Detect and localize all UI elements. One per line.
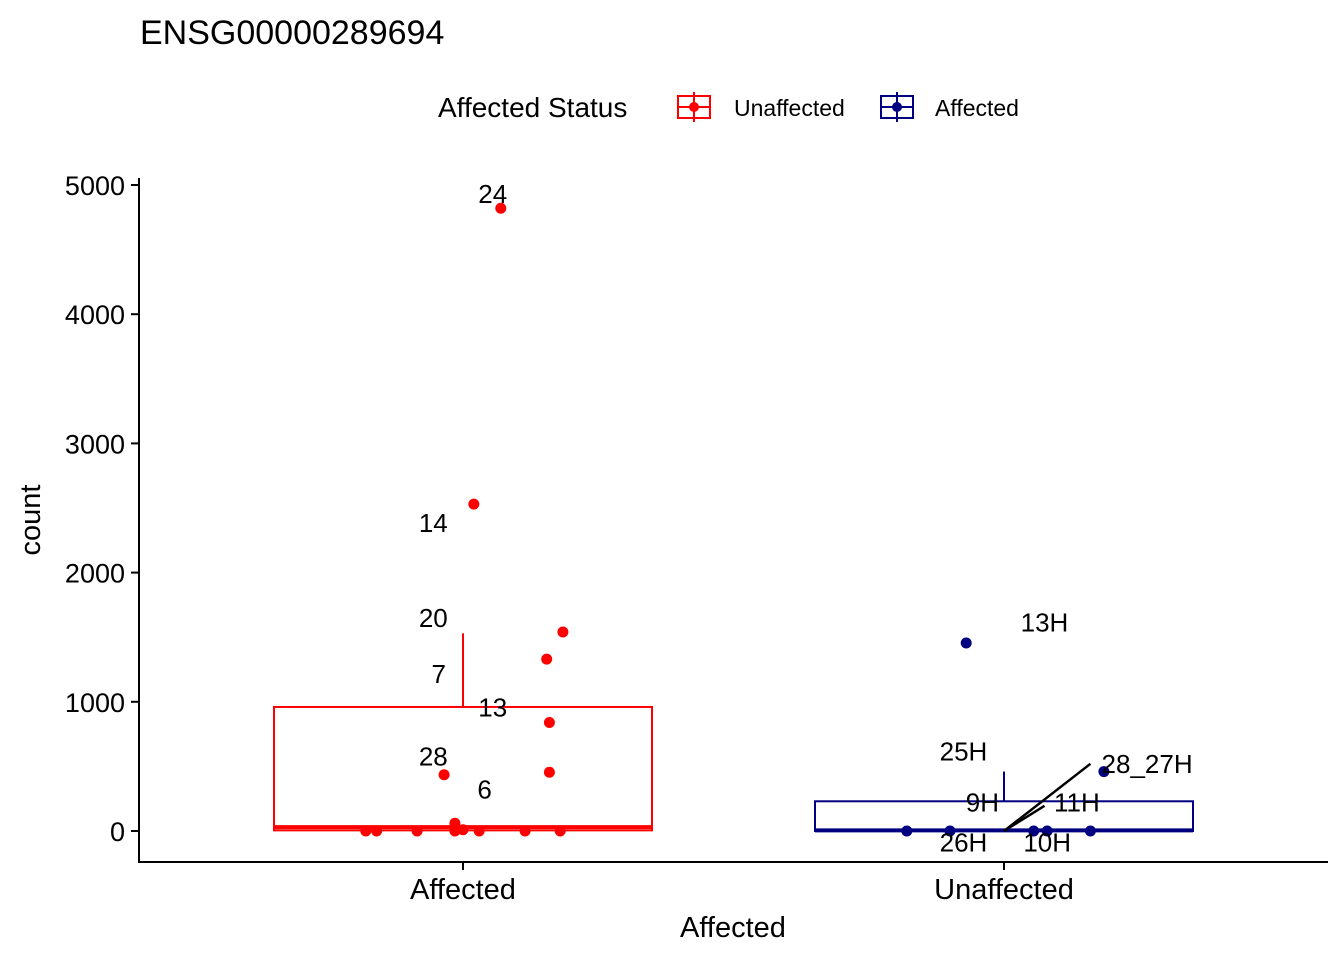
point-label: 13H <box>1021 607 1069 637</box>
legend-key-affected <box>880 92 914 122</box>
data-point <box>519 825 531 837</box>
y-tick-label: 3000 <box>65 429 125 459</box>
data-point <box>473 825 485 837</box>
data-point <box>543 716 555 728</box>
point-label: 9H <box>966 788 999 818</box>
data-point <box>901 825 913 837</box>
y-tick-label: 5000 <box>65 171 125 201</box>
data-point <box>371 825 383 837</box>
point-label: 10H <box>1023 828 1071 858</box>
legend-label-unaffected: Unaffected <box>734 95 845 121</box>
data-points <box>360 202 1110 837</box>
leader-line <box>1003 804 1046 833</box>
point-label: 28_27H <box>1102 749 1193 779</box>
point-label: 7 <box>431 659 445 689</box>
data-point <box>543 766 555 778</box>
point-label: 20 <box>419 603 448 633</box>
data-point <box>554 825 566 837</box>
data-point <box>449 817 461 829</box>
data-point <box>438 769 450 781</box>
data-point <box>457 824 469 836</box>
point-label: 24 <box>478 179 507 209</box>
data-point <box>449 825 461 837</box>
data-point <box>468 498 480 510</box>
legend: Affected Status Unaffected Affected <box>438 92 1019 123</box>
y-tick-label: 4000 <box>65 300 125 330</box>
data-point <box>495 202 507 214</box>
x-axis-label: Affected <box>680 912 786 944</box>
y-axis-label: count <box>15 485 47 556</box>
legend-label-affected: Affected <box>935 95 1019 121</box>
data-point <box>1098 766 1110 778</box>
data-point <box>557 626 569 638</box>
leader-line <box>1003 762 1092 832</box>
box-body <box>814 800 1194 832</box>
data-point <box>1041 825 1053 837</box>
y-axis-ticks: 0 1000 2000 3000 4000 5000 <box>65 171 139 847</box>
x-axis-ticks: Affected Unaffected <box>410 862 1074 906</box>
box-unaffected <box>814 771 1194 833</box>
data-point <box>960 637 972 649</box>
point-label: 26H <box>940 828 988 858</box>
legend-key-unaffected <box>677 92 711 122</box>
y-tick-label: 0 <box>110 817 125 847</box>
point-label: 25H <box>940 737 988 767</box>
point-label: 11H <box>1054 788 1100 818</box>
data-point <box>944 825 956 837</box>
label-leader-lines <box>1003 762 1092 833</box>
x-tick-label: Unaffected <box>934 874 1074 906</box>
box-body <box>273 705 653 832</box>
point-label: 13 <box>478 693 507 723</box>
y-tick-label: 1000 <box>65 688 125 718</box>
point-labels: 24 14 20 7 13 28 6 13H 25H 28_27H 9H 11H 26H 10H <box>419 179 1193 858</box>
y-tick-label: 2000 <box>65 559 125 589</box>
data-point <box>360 825 372 837</box>
point-label: 14 <box>419 508 448 538</box>
data-point <box>541 653 553 665</box>
box-affected <box>273 633 653 832</box>
data-point <box>411 825 423 837</box>
data-point <box>1084 825 1096 837</box>
chart-title: ENSG00000289694 <box>140 14 444 52</box>
data-point <box>1028 825 1040 837</box>
point-label: 6 <box>477 775 491 805</box>
legend-title: Affected Status <box>438 92 627 123</box>
point-label: 28 <box>419 742 448 772</box>
x-tick-label: Affected <box>410 874 516 906</box>
